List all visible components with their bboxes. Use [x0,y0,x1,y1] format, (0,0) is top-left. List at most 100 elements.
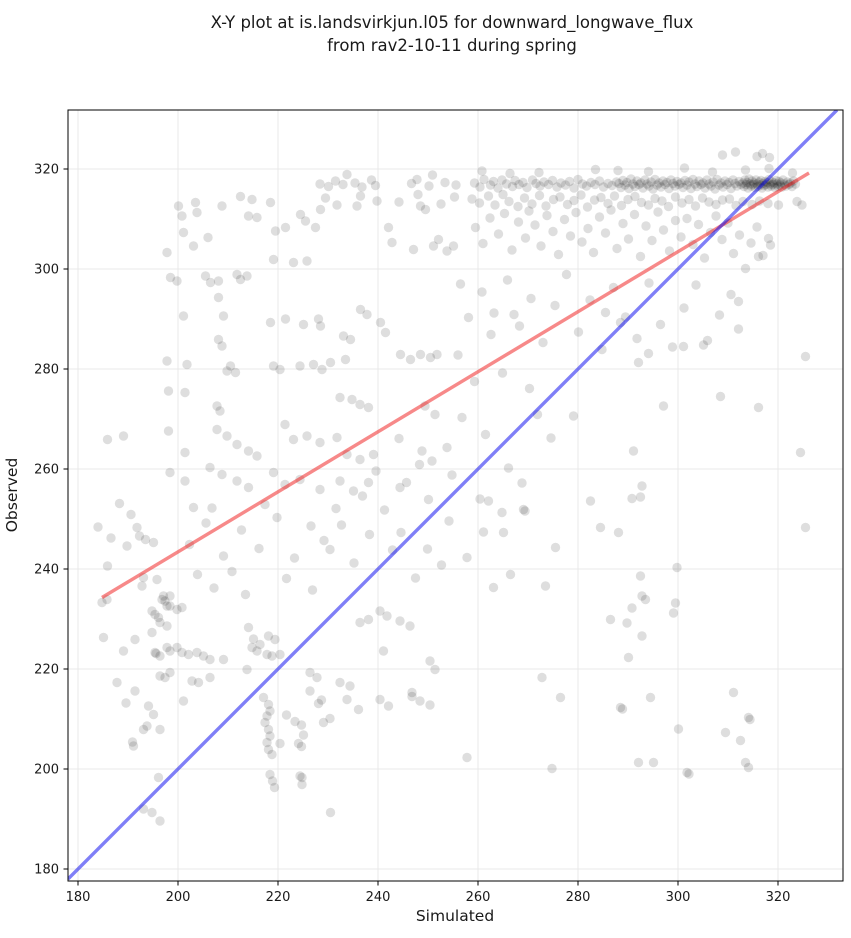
data-point [717,195,728,205]
data-point [582,202,593,212]
data-point [353,704,364,715]
data-point [547,175,558,186]
data-point [643,200,654,210]
x-tick-label: 180 [66,890,91,905]
data-point [747,176,757,186]
data-point [774,176,784,187]
data-point [363,614,374,625]
data-point [611,177,622,187]
data-point [707,167,718,177]
data-point [682,180,692,190]
data-point [635,251,646,262]
data-point [180,447,190,458]
data-point [262,737,272,748]
data-point [684,177,694,187]
data-point [370,180,381,191]
data-point [225,361,236,371]
data-point [717,150,728,160]
data-point [440,177,450,188]
data-point [477,287,487,297]
data-point [260,717,270,728]
data-point [600,307,611,318]
data-point [693,219,704,230]
data-point [518,504,529,515]
data-point [573,327,584,337]
data-point [715,391,726,402]
data-point [653,207,663,217]
data-point [93,522,103,532]
data-point [252,451,262,461]
data-point [310,222,321,233]
data-point [643,166,654,177]
data-point [313,698,324,709]
data-point [138,724,149,735]
data-point [201,518,211,528]
data-point [383,222,394,233]
data-point [232,439,242,450]
data-point [699,253,710,263]
data-point [743,762,754,773]
data-point [717,234,727,245]
data-point [315,484,325,495]
data-point [674,179,684,190]
y-tick-label: 220 [34,663,59,678]
data-point [366,175,377,185]
data-point [641,221,651,231]
data-point [670,192,681,202]
data-point [122,541,132,551]
data-point [540,581,551,591]
data-point [714,180,724,190]
data-point [178,311,189,321]
data-point [114,498,125,509]
data-point [112,677,122,688]
data-point [265,731,275,741]
data-point [395,349,406,360]
data-point [137,581,147,591]
data-point [205,277,216,288]
data-point [463,312,474,323]
data-point [630,181,640,192]
data-point [415,696,425,706]
data-point [764,163,774,174]
data-point [679,163,690,173]
data-point [514,321,525,331]
data-point [368,449,379,460]
data-point [652,180,662,190]
data-point [332,200,342,210]
data-point [281,573,292,584]
data-point [622,618,632,628]
data-point [209,583,219,593]
data-point [173,201,184,211]
data-point [212,401,222,411]
data-point [467,194,477,204]
data-point [172,642,182,653]
data-point [305,686,315,696]
data-point [330,176,341,186]
data-point [323,181,334,192]
data-point [565,231,576,241]
data-point [335,677,345,688]
data-point [162,601,172,611]
data-point [640,175,650,185]
data-point [247,194,257,205]
data-point [692,181,702,192]
data-point [290,716,300,727]
data-point [596,192,606,203]
data-point [720,176,730,186]
data-point [734,230,745,240]
data-point [406,178,417,189]
data-point [562,199,573,210]
data-point [726,183,736,194]
data-point [698,178,708,188]
data-point [394,433,404,444]
data-point [542,210,552,221]
data-point [289,553,300,563]
data-point [102,561,113,571]
data-point [648,184,658,194]
data-point [614,178,624,189]
data-point [517,478,527,488]
data-point [347,394,357,405]
data-point [172,276,182,286]
data-point [348,486,359,496]
data-point [469,376,480,387]
